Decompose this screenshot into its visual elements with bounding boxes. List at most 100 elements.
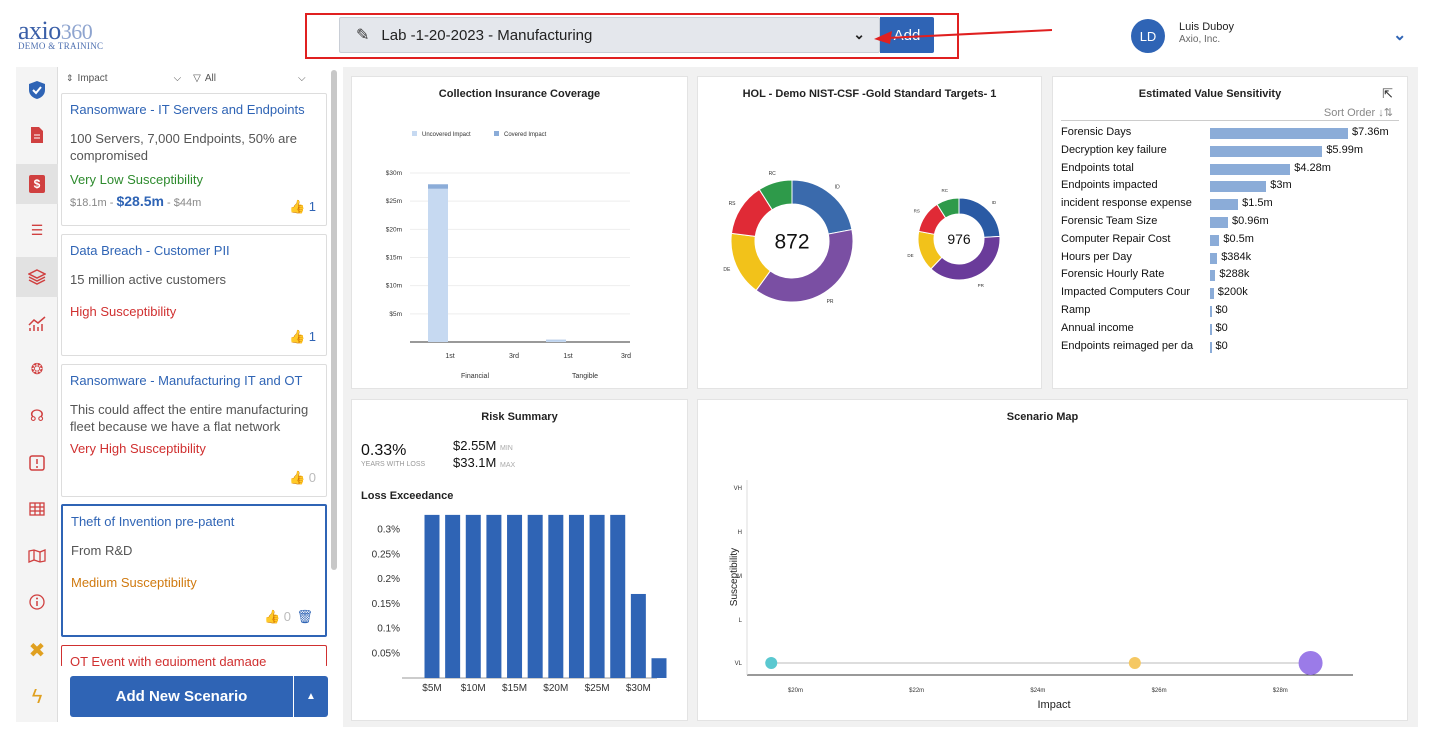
user-avatar[interactable]: LD	[1131, 19, 1165, 53]
scenario-title[interactable]: Theft of Invention pre-patent	[71, 514, 235, 529]
y-tick-label: $20m	[386, 226, 402, 233]
risk-years-with-loss-label: YEARS WITH LOSS	[361, 461, 426, 468]
sort-order-control[interactable]: Sort Order ↓⇅	[1324, 106, 1393, 119]
loss-exceedance-chart: 0.3% 0.25% 0.2% 0.15% 0.1% 0.05% $5M $10M $15M $2…	[372, 514, 667, 694]
scenario-card[interactable]: Ransomware - Manufacturing IT and OT Thi…	[61, 364, 327, 497]
layers-icon[interactable]	[16, 257, 58, 297]
like-count: 0	[308, 470, 316, 485]
risk-max-label: MAX	[500, 462, 516, 469]
scenario-title[interactable]: OT Event with equipment damage	[70, 654, 267, 667]
range-high: $44m	[173, 197, 202, 209]
x-tick-label: $22m	[909, 688, 924, 694]
sliders-icon[interactable]: ☰	[30, 221, 44, 238]
x-tick-label: $10M	[461, 683, 486, 694]
dollar-icon[interactable]: $	[16, 164, 58, 204]
external-link-icon[interactable]: ⇱	[1382, 86, 1393, 101]
shield-icon[interactable]	[16, 70, 58, 110]
evs-value: $0.5m	[1223, 232, 1254, 245]
loss-bar	[610, 514, 626, 678]
donut-slice	[936, 197, 960, 219]
panel-title: Risk Summary	[481, 411, 558, 423]
x-tick-label: $28m	[1273, 688, 1288, 694]
thumbs-up-icon: 👍	[288, 329, 306, 344]
head-gear-icon[interactable]: ☊	[29, 408, 45, 425]
x-tick-label: $20M	[543, 683, 568, 694]
add-scenario-menu-caret-icon[interactable]: ▲	[294, 676, 328, 717]
scenario-map-panel: Scenario Map VH H M L VL $20m $22m $24m $26m $28m…	[697, 399, 1408, 721]
y-tick-label: VL	[735, 661, 743, 667]
filter-chevron-icon[interactable]: ⌵	[297, 72, 306, 84]
loss-bar	[548, 514, 564, 678]
bar-uncovered	[546, 340, 566, 342]
table-icon[interactable]	[16, 489, 58, 529]
bar-uncovered	[428, 188, 448, 342]
donut-slice	[755, 228, 854, 303]
legend-uncovered: Uncovered Impact	[422, 132, 471, 138]
add-new-scenario-button[interactable]: Add New Scenario	[70, 676, 293, 717]
evs-value: $0	[1215, 304, 1228, 316]
alert-icon[interactable]	[16, 443, 58, 483]
tools-icon[interactable]: ✖	[28, 639, 46, 662]
like-button[interactable]: 👍 0	[289, 470, 316, 486]
evs-row-label: Hours per Day	[1061, 250, 1132, 263]
scenario-card-selected[interactable]: Theft of Invention pre-patent From R&D M…	[61, 504, 327, 637]
sort-arrows-icon: ↓⇅	[1378, 107, 1393, 119]
y-tick-label: 0.05%	[372, 648, 400, 659]
donut-label: PR	[827, 299, 834, 305]
evs-value: $4.28m	[1294, 161, 1331, 174]
sort-select-value[interactable]: Impact	[77, 72, 108, 84]
map-icon[interactable]	[16, 536, 58, 576]
evs-bar	[1210, 252, 1218, 264]
evs-value: $288k	[1219, 268, 1250, 281]
assessment-selector-value: Lab -1-20-2023 - Manufacturing	[381, 26, 593, 44]
x-tick-label: $24m	[1030, 688, 1045, 694]
like-button[interactable]: 👍 0	[264, 609, 291, 625]
scenario-title[interactable]: Data Breach - Customer PII	[70, 243, 230, 258]
chevron-down-icon: ⌄	[853, 26, 865, 42]
y-tick-label: 0.3%	[377, 525, 400, 536]
hol-panel: HOL - Demo NIST-CSF -Gold Standard Targe…	[697, 76, 1042, 389]
evs-value: $0	[1215, 339, 1228, 352]
lightning-icon[interactable]: ϟ	[31, 685, 43, 708]
scenario-title[interactable]: Ransomware - Manufacturing IT and OT	[70, 373, 303, 388]
donut-center-value: 976	[947, 231, 971, 247]
sort-chevron-icon[interactable]: ⌵	[173, 72, 182, 84]
scenario-card[interactable]: Data Breach - Customer PII 15 million ac…	[61, 234, 327, 356]
donut-center-value: 872	[774, 230, 809, 253]
donut-label: RC	[769, 171, 777, 177]
y-tick-label: $30m	[386, 170, 402, 177]
scenario-card[interactable]: Ransomware - IT Servers and Endpoints 10…	[61, 93, 327, 226]
assessment-selector[interactable]: ✎ Lab -1-20-2023 - Manufacturing ⌄	[339, 17, 880, 53]
logo-number: 360	[60, 19, 93, 44]
document-icon[interactable]	[16, 115, 58, 155]
like-button[interactable]: 👍 1	[289, 329, 316, 345]
scenario-description: From R&D	[71, 543, 133, 558]
evs-row-label: Ramp	[1061, 304, 1091, 316]
filter-select-value[interactable]: All	[204, 72, 216, 84]
info-icon[interactable]	[16, 582, 58, 622]
donut-label: RC	[942, 188, 949, 193]
evs-bar	[1210, 341, 1212, 353]
scenario-description: 100 Servers, 7,000 Endpoints, 50% are co…	[70, 131, 297, 163]
scenario-card[interactable]: OT Event with equipment damage	[61, 645, 327, 667]
chart-icon[interactable]	[16, 304, 58, 344]
thumbs-up-icon: 👍	[288, 199, 306, 214]
app-logo[interactable]: axio360 DEMO & TRAININC	[18, 18, 128, 52]
scenario-list-scrollbar[interactable]	[331, 70, 337, 570]
legend-covered: Covered Impact	[504, 132, 547, 138]
scenario-title[interactable]: Ransomware - IT Servers and Endpoints	[70, 102, 305, 117]
evs-value: $7.36m	[1352, 126, 1389, 138]
evs-value: $5.99m	[1326, 143, 1364, 156]
like-button[interactable]: 👍 1	[289, 199, 316, 215]
user-name: Luis Duboy	[1179, 21, 1235, 33]
evs-bar	[1210, 128, 1348, 139]
y-tick-label: $5m	[389, 311, 402, 318]
donut-label: RS	[914, 208, 920, 213]
evs-row-label: Forensic Days	[1061, 126, 1132, 138]
user-menu-chevron-icon[interactable]: ⌄	[1393, 27, 1407, 44]
evs-value: $200k	[1217, 286, 1248, 299]
loss-bar	[424, 514, 440, 678]
loss-bar	[507, 514, 523, 678]
brain-icon[interactable]: ❂	[30, 361, 44, 378]
trash-icon[interactable]: 🗑	[296, 609, 313, 624]
